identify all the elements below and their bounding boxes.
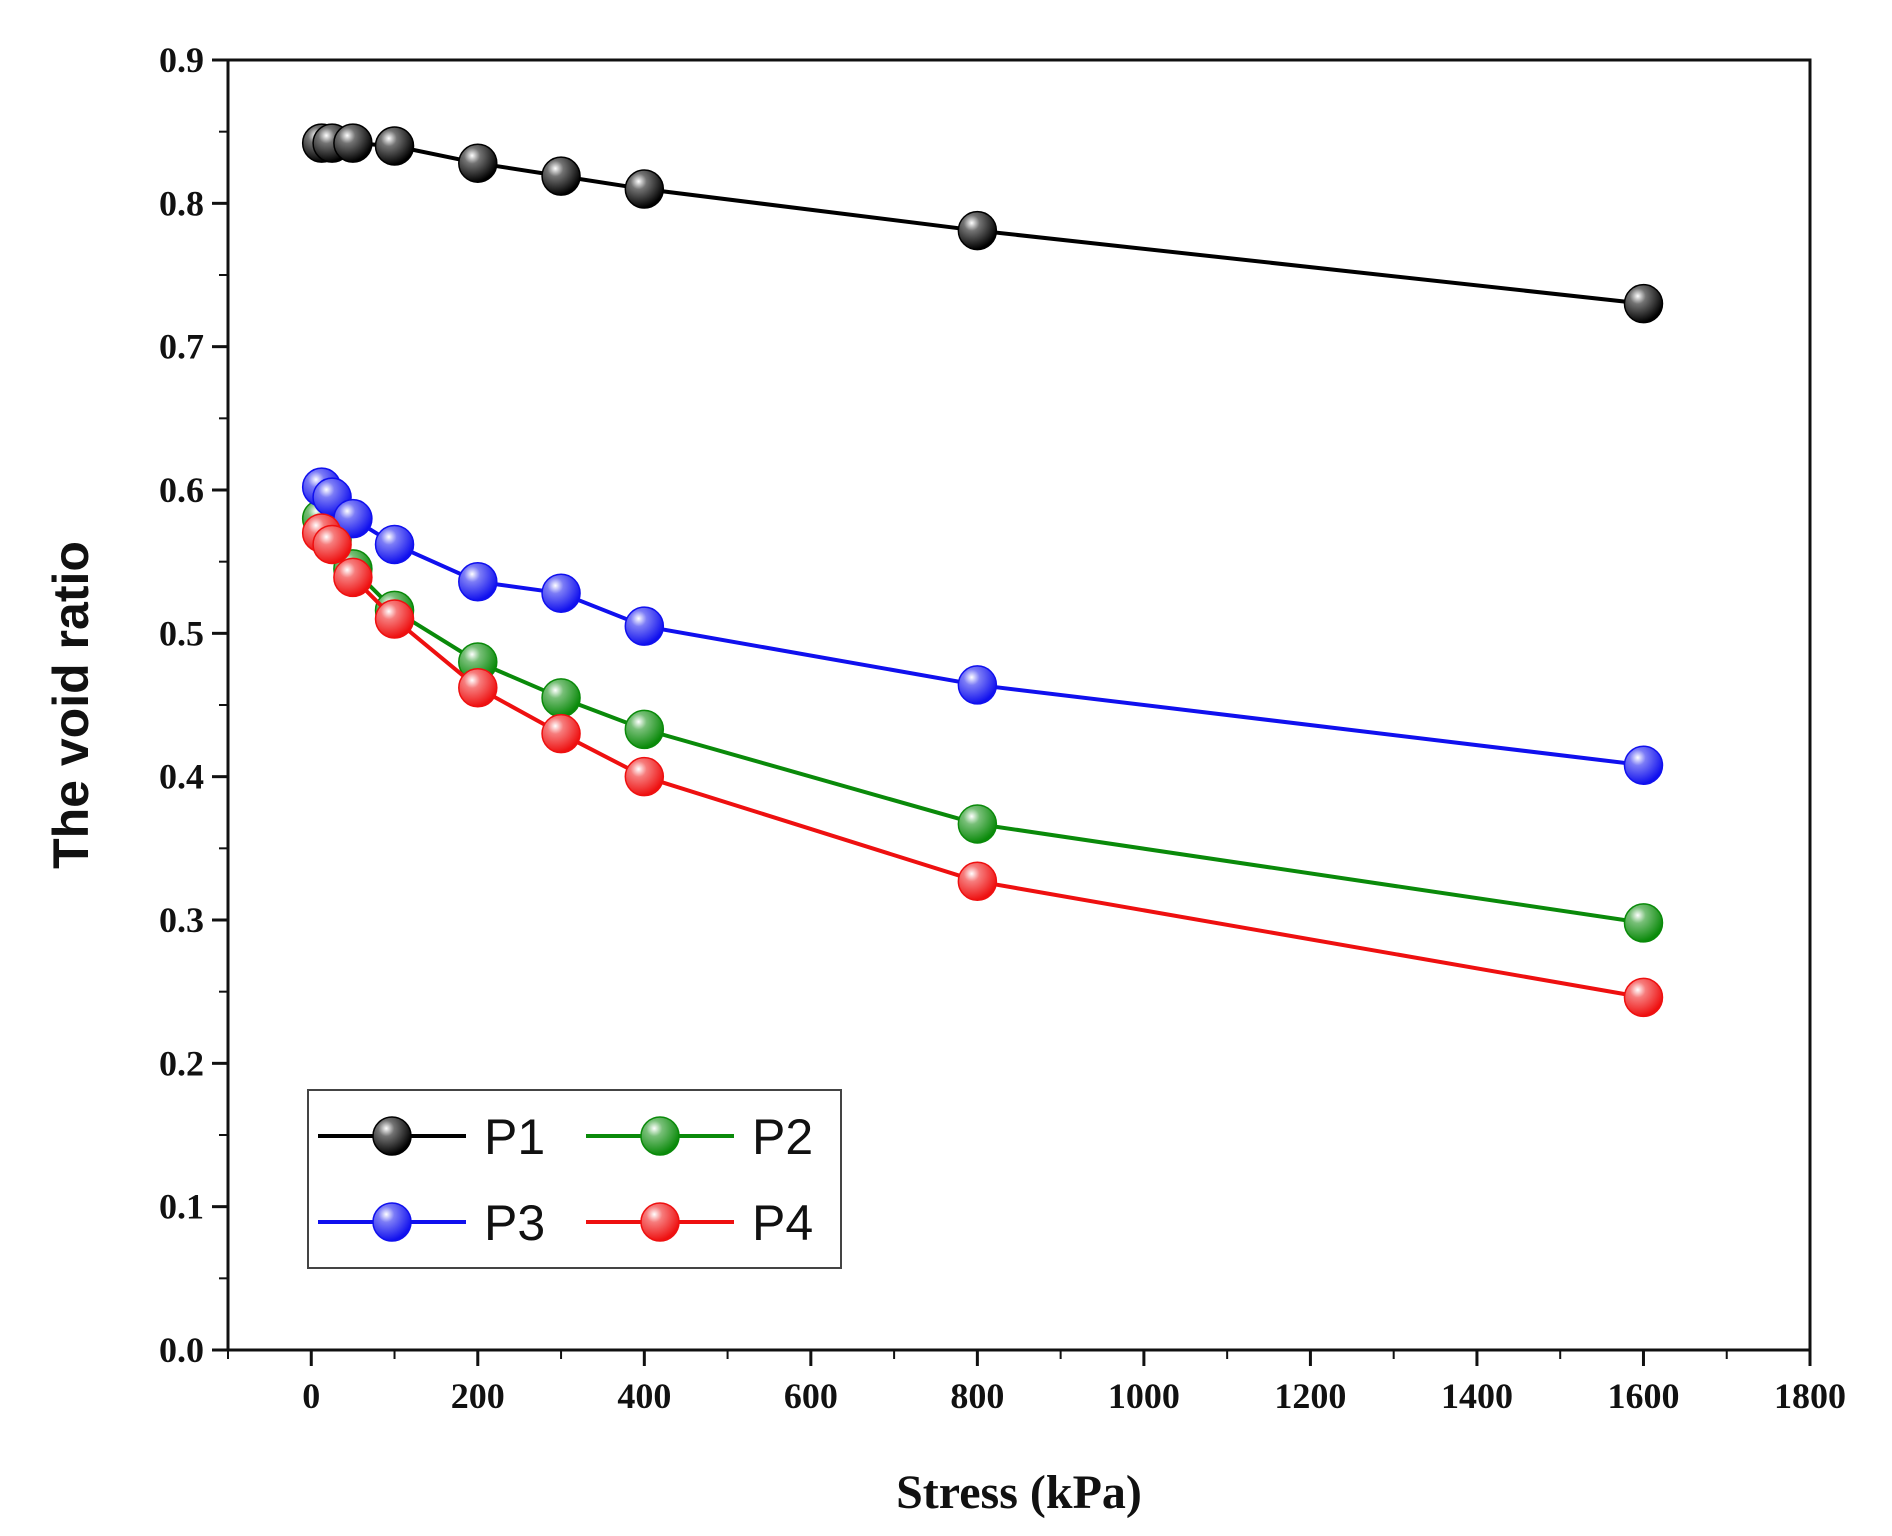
series-p4 — [301, 513, 1664, 1018]
data-point — [458, 668, 498, 708]
legend-item-p4: P4 — [586, 1195, 813, 1251]
x-tick-label: 1200 — [1274, 1376, 1346, 1416]
data-point — [541, 156, 581, 196]
data-point — [541, 678, 581, 718]
x-axis-title: Stress (kPa) — [896, 1466, 1142, 1519]
legend-swatch-marker — [372, 1116, 412, 1156]
series-p1 — [301, 123, 1664, 324]
y-tick-label: 0.9 — [159, 40, 204, 80]
y-tick-label: 0.8 — [159, 183, 204, 223]
legend-label: P3 — [484, 1195, 545, 1251]
data-point — [374, 599, 415, 639]
data-point — [374, 126, 415, 166]
y-tick-label: 0.5 — [159, 613, 204, 653]
legend-label: P1 — [484, 1109, 545, 1165]
legend-item-p2: P2 — [586, 1109, 813, 1165]
legend: P1 P2 P3 P4 — [307, 1089, 842, 1269]
legend-item-p3: P3 — [318, 1195, 545, 1251]
x-tick-label: 1800 — [1774, 1376, 1846, 1416]
data-point — [624, 606, 665, 646]
data-point — [541, 713, 581, 754]
legend-swatch-marker — [640, 1202, 680, 1242]
data-point — [1623, 977, 1664, 1018]
legend-item-p1: P1 — [318, 1109, 545, 1165]
data-point — [624, 756, 665, 797]
legend-swatch-marker — [640, 1116, 680, 1156]
y-axis-title: The void ratio — [43, 541, 99, 869]
y-tick-label: 0.2 — [159, 1043, 204, 1083]
legend-label: P2 — [752, 1109, 813, 1165]
legend-label: P4 — [752, 1195, 813, 1251]
data-point — [1623, 903, 1664, 943]
data-point — [957, 665, 998, 705]
y-tick-label: 0.0 — [159, 1330, 204, 1370]
x-tick-label: 1400 — [1441, 1376, 1513, 1416]
data-point — [458, 143, 498, 183]
y-tick-label: 0.7 — [159, 327, 204, 367]
x-tick-label: 600 — [784, 1376, 838, 1416]
data-point — [957, 210, 998, 251]
data-point — [333, 123, 373, 163]
x-tick-label: 400 — [617, 1376, 671, 1416]
series-layer — [301, 123, 1664, 1018]
series-p3 — [301, 467, 1664, 785]
data-point — [1623, 283, 1664, 324]
data-point — [624, 709, 665, 750]
x-tick-label: 1000 — [1108, 1376, 1180, 1416]
legend-swatch-marker — [372, 1202, 412, 1242]
data-point — [957, 861, 998, 902]
x-tick-label: 200 — [451, 1376, 505, 1416]
data-point — [312, 524, 352, 565]
data-point — [458, 561, 498, 602]
data-point — [1623, 745, 1664, 785]
y-tick-label: 0.6 — [159, 470, 204, 510]
data-point — [374, 524, 415, 565]
x-tick-label: 800 — [950, 1376, 1004, 1416]
y-tick-label: 0.3 — [159, 900, 204, 940]
axis-ticks: 0 200 400 600 800 1000 1200 1400 1600 1800 0.0 0.1 0… — [159, 40, 1846, 1416]
data-point — [957, 804, 998, 844]
data-point — [333, 557, 373, 598]
y-tick-label: 0.1 — [159, 1187, 204, 1227]
data-point — [541, 573, 581, 613]
x-tick-label: 0 — [302, 1376, 320, 1416]
y-tick-label: 0.4 — [159, 757, 204, 797]
x-tick-label: 1600 — [1607, 1376, 1679, 1416]
data-point — [624, 169, 665, 209]
